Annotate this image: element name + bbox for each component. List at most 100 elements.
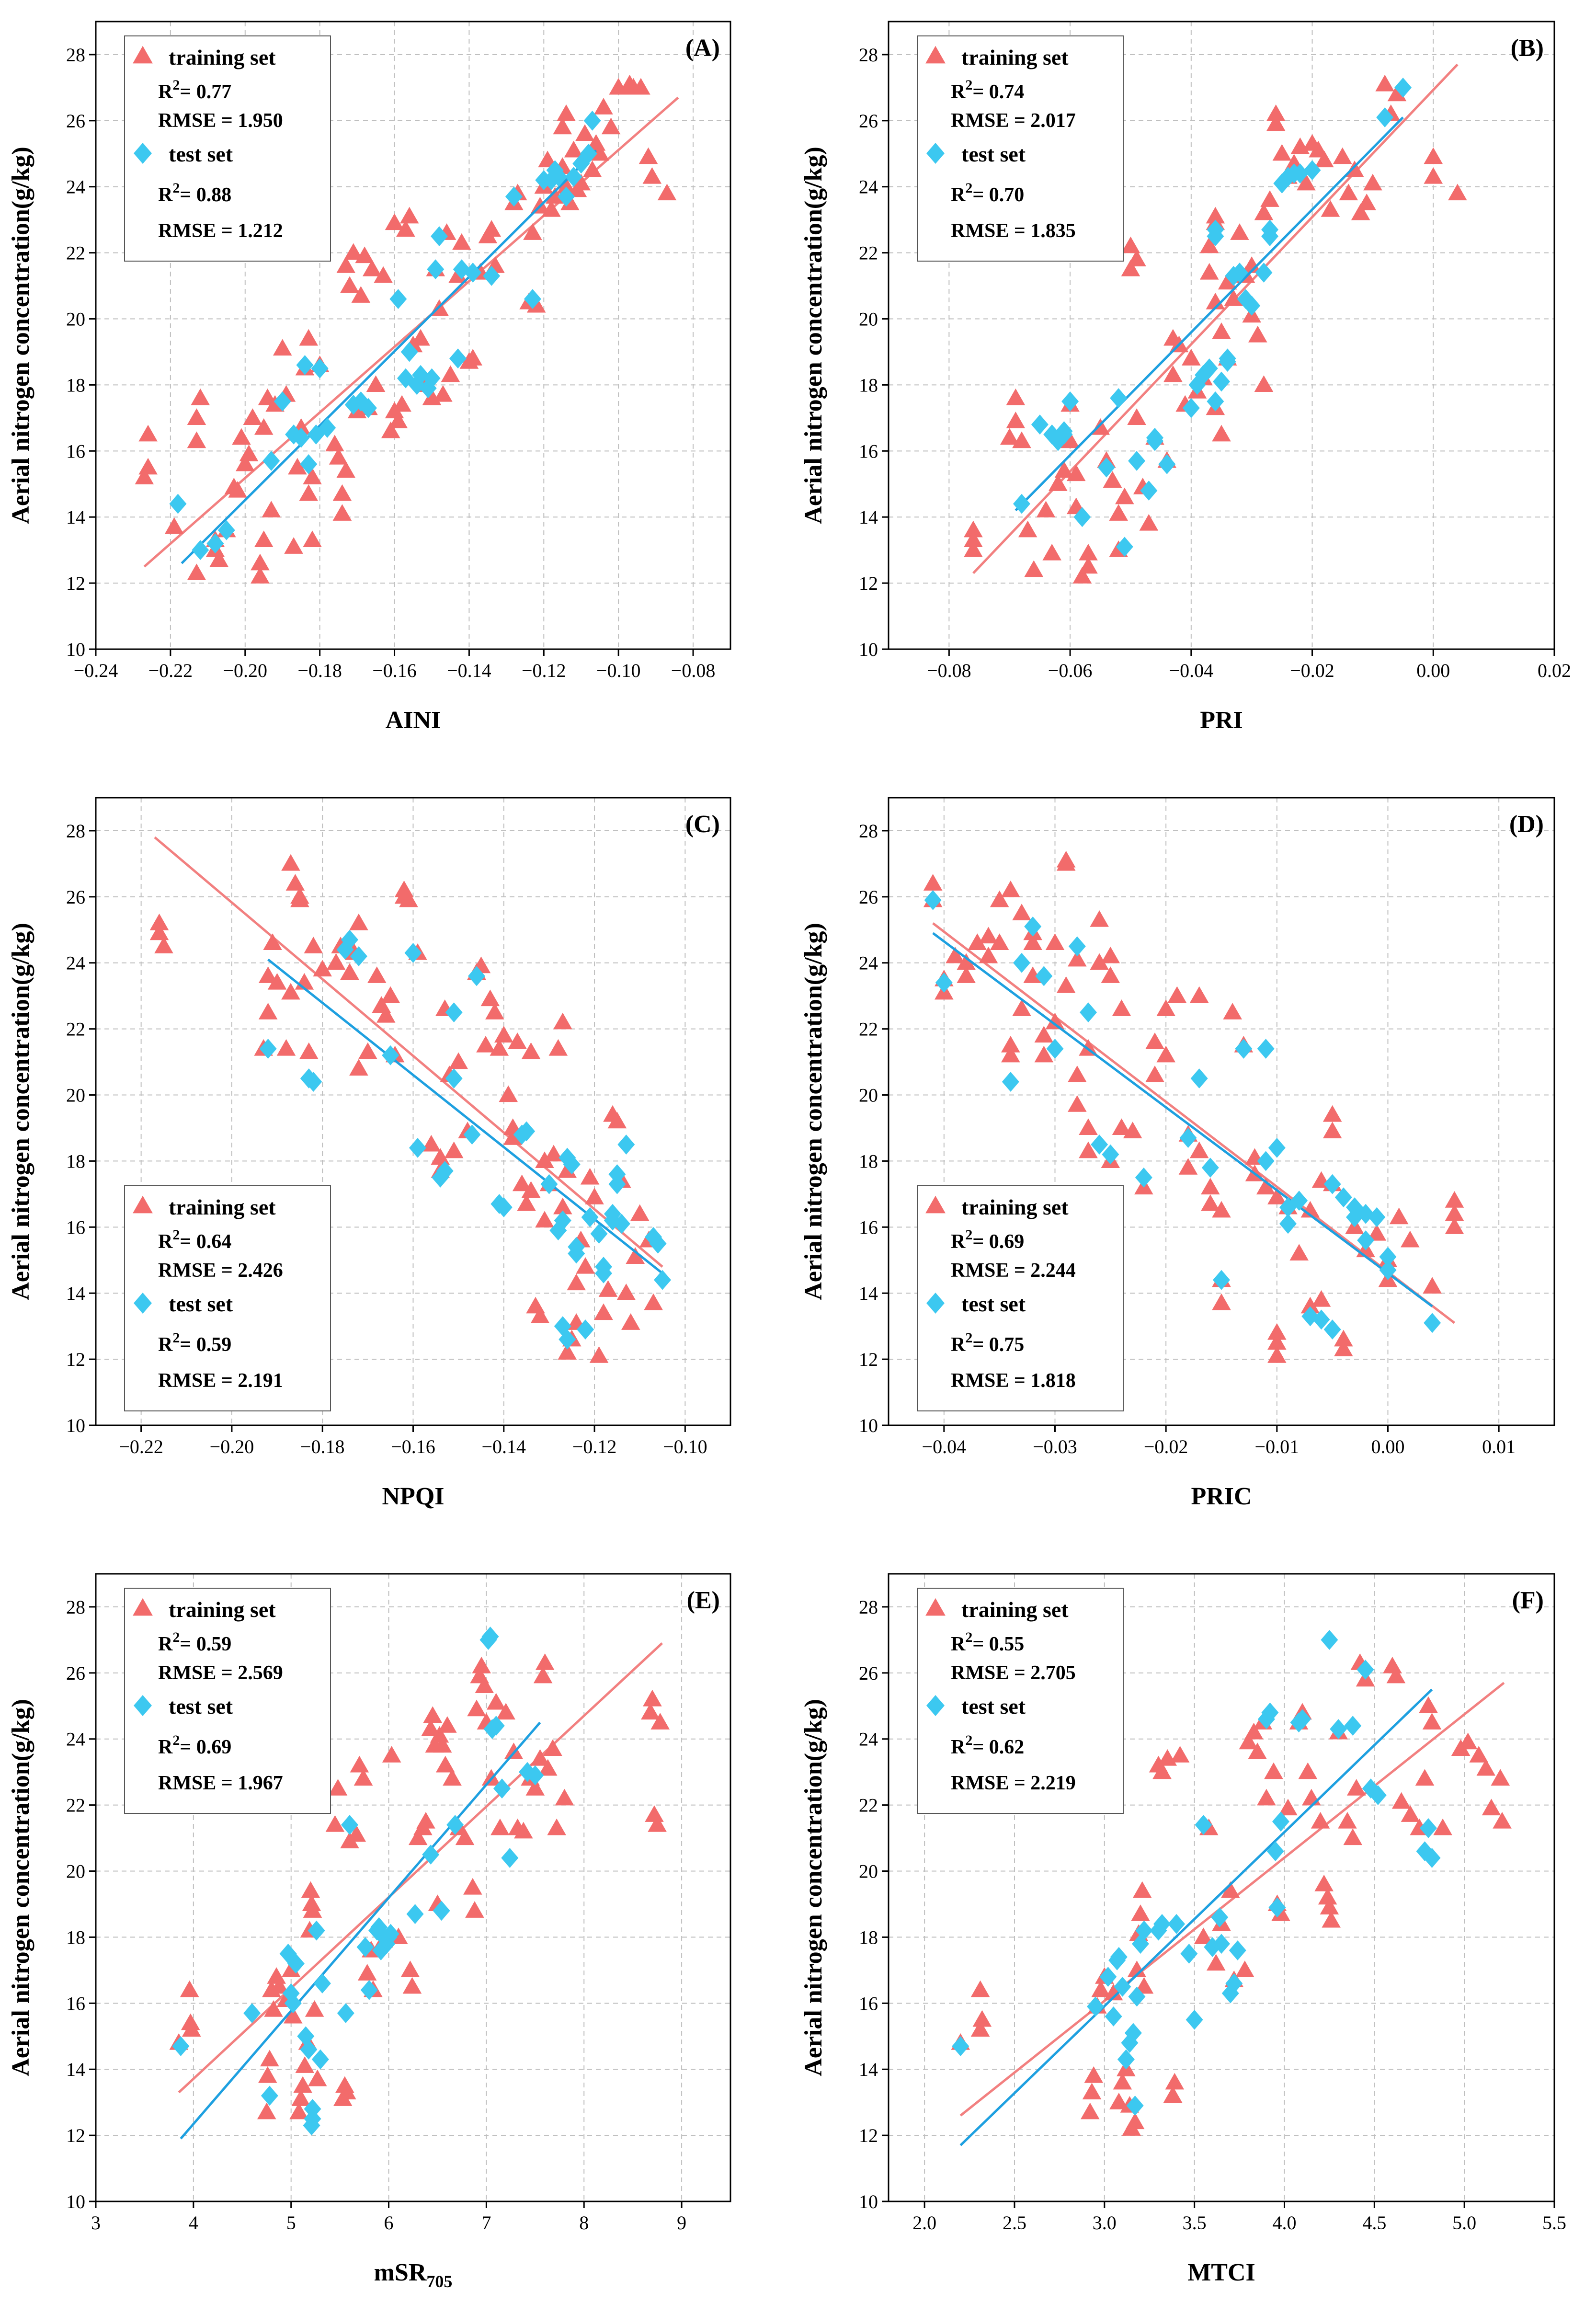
- training-point: [557, 177, 576, 194]
- training-point: [254, 530, 274, 548]
- legend-test-r2: R2= 0.69: [158, 1732, 231, 1758]
- training-point: [1127, 1960, 1147, 1977]
- r2-symbol: R: [951, 1231, 966, 1253]
- training-point: [251, 567, 270, 584]
- training-point: [1006, 388, 1026, 405]
- training-point: [589, 1346, 609, 1363]
- training-point: [990, 890, 1009, 907]
- training-point: [923, 874, 943, 891]
- y-tick-label: 14: [859, 506, 878, 528]
- training-point: [512, 1174, 532, 1192]
- training-point: [494, 1026, 513, 1043]
- training-point: [1321, 200, 1340, 217]
- r2-superscript: 2: [172, 1629, 180, 1645]
- training-point: [258, 966, 278, 983]
- training-point: [340, 276, 359, 293]
- test-point: [1423, 1848, 1441, 1868]
- training-point: [281, 983, 300, 1000]
- test-point: [370, 1917, 388, 1937]
- training-point: [1206, 1954, 1226, 1971]
- training-point: [181, 2013, 200, 2030]
- training-point: [1264, 1762, 1283, 1779]
- test-point: [1099, 1967, 1117, 1987]
- training-point: [267, 973, 287, 990]
- training-point: [638, 147, 658, 164]
- x-axis-title-main: PRIC: [1191, 1483, 1252, 1510]
- training-point: [305, 2000, 324, 2017]
- training-point: [1445, 1204, 1464, 1221]
- x-tick-label: 3.0: [1093, 2212, 1117, 2234]
- training-point: [630, 1204, 650, 1221]
- x-tick-label: −0.08: [671, 660, 716, 681]
- test-point: [1013, 952, 1030, 973]
- training-point: [979, 946, 998, 963]
- training-point: [257, 2102, 276, 2120]
- training-point: [422, 1134, 441, 1152]
- r2-symbol: R: [158, 1231, 173, 1253]
- test-point: [952, 2036, 969, 2056]
- training-point: [1199, 236, 1219, 253]
- x-tick-label: 0.02: [1538, 660, 1571, 681]
- training-point: [523, 223, 542, 240]
- training-point: [1278, 1799, 1298, 1816]
- training-point: [232, 428, 251, 445]
- r2-value: = 0.69: [180, 1736, 231, 1758]
- r2-superscript: 2: [172, 1330, 180, 1346]
- training-point: [1132, 1881, 1152, 1898]
- training-point: [1060, 431, 1080, 448]
- training-point: [239, 445, 259, 461]
- legend-test-r2: R2= 0.75: [951, 1330, 1024, 1356]
- legend-training-r2: R2= 0.55: [951, 1629, 1024, 1655]
- test-point: [1323, 1319, 1341, 1340]
- training-point: [1024, 560, 1044, 577]
- test-point: [1261, 1702, 1279, 1723]
- training-point: [1201, 1178, 1220, 1195]
- test-point: [1128, 451, 1146, 471]
- test-point: [1080, 1002, 1097, 1023]
- training-point: [1045, 933, 1065, 950]
- training-point: [325, 435, 344, 452]
- test-point: [1369, 1785, 1387, 1805]
- training-point: [1315, 150, 1334, 168]
- training-point: [545, 187, 565, 204]
- legend-box: [917, 35, 1124, 262]
- x-tick-label: 7: [481, 2212, 491, 2234]
- training-point: [499, 1085, 518, 1102]
- r2-superscript: 2: [965, 1330, 972, 1346]
- training-point: [304, 937, 323, 953]
- y-tick-label: 12: [66, 1349, 85, 1370]
- training-point: [1267, 1346, 1287, 1363]
- training-point: [1082, 2083, 1102, 2100]
- test-point: [1097, 457, 1115, 478]
- legend-test-r2: R2= 0.59: [158, 1330, 231, 1356]
- plot-frame: [888, 1573, 1555, 2202]
- training-point: [957, 953, 976, 970]
- test-point: [284, 1993, 302, 2014]
- training-point: [154, 937, 173, 953]
- legend-box: [124, 1185, 331, 1411]
- test-fit-line: [180, 1721, 541, 2140]
- x-tick-label: 4.0: [1272, 2212, 1296, 2234]
- r2-symbol: R: [158, 1334, 173, 1356]
- r2-symbol: R: [158, 1633, 173, 1655]
- training-point: [444, 1141, 464, 1158]
- training-point: [1389, 1207, 1409, 1225]
- training-point: [641, 1703, 660, 1720]
- test-point: [1055, 424, 1073, 445]
- y-tick-label: 20: [859, 1085, 878, 1106]
- training-point: [590, 144, 610, 161]
- y-tick-label: 28: [859, 44, 878, 66]
- legend-training-rmse: RMSE = 1.950: [158, 110, 283, 132]
- x-tick-label: −0.24: [74, 660, 118, 681]
- training-point: [1448, 183, 1467, 201]
- r2-symbol: R: [951, 1633, 966, 1655]
- training-fit-line: [154, 836, 663, 1268]
- x-tick-label: −0.08: [927, 660, 971, 681]
- y-tick-label: 26: [66, 110, 85, 132]
- training-point: [336, 461, 356, 478]
- training-point: [276, 1039, 296, 1056]
- training-point: [485, 1003, 504, 1020]
- training-point: [1248, 1742, 1267, 1759]
- training-point: [366, 375, 386, 392]
- training-point: [1419, 1696, 1438, 1713]
